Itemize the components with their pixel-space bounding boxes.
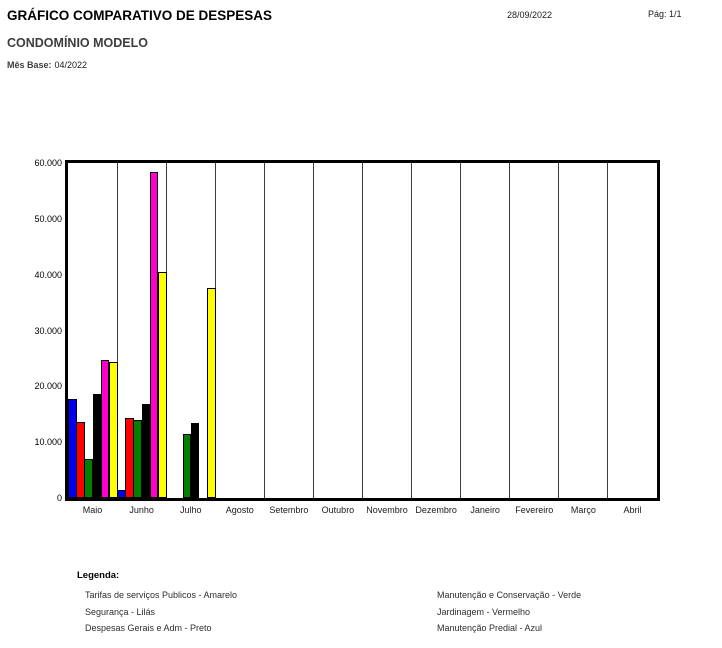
legend-column-right: Manutenção e Conservação - Verde Jardinag… <box>437 590 581 640</box>
y-tick-label: 30.000 <box>34 325 62 336</box>
legend-item: Despesas Gerais e Adm - Preto <box>85 623 212 633</box>
x-axis-label-novembro: Novembro <box>366 505 408 515</box>
condo-name: CONDOMÍNIO MODELO <box>7 36 148 50</box>
month-gridline <box>263 163 265 498</box>
month-gridline <box>509 163 511 498</box>
bar-amarelo-junho <box>157 272 167 498</box>
x-axis-label-fevereiro: Fevereiro <box>515 505 554 515</box>
x-axis-label-março: Março <box>570 505 596 515</box>
x-axis-label-setembro: Setembro <box>269 505 309 515</box>
report-title: GRÁFICO COMPARATIVO DE DESPESAS <box>7 8 273 23</box>
y-tick-label: 10.000 <box>34 437 62 448</box>
legend-item: Manutenção e Conservação - Verde <box>437 590 582 600</box>
month-gridline <box>362 163 363 498</box>
x-axis-label-abril: Abril <box>623 505 642 515</box>
chart-plot-area <box>65 160 660 501</box>
y-tick-label: 0 <box>56 493 62 503</box>
y-tick-label: 20.000 <box>34 381 62 392</box>
x-axis-label-agosto: Agosto <box>225 505 254 515</box>
y-tick-label: 50.000 <box>34 213 62 224</box>
legend-item: Segurança - Lilás <box>85 606 156 617</box>
mes-base: Mês Base: 04/2022 <box>7 60 87 70</box>
month-gridline <box>460 163 462 498</box>
x-axis-label-janeiro: Janeiro <box>470 505 500 515</box>
bar-amarelo-julho <box>207 288 216 498</box>
month-gridline <box>116 163 118 498</box>
month-gridline <box>312 163 314 498</box>
y-tick-label: 60.000 <box>34 158 62 168</box>
legend-item: Tarifas de serviços Publicos - Amarelo <box>85 590 238 600</box>
report-date: 28/09/2022 <box>507 10 553 20</box>
bar-preto-julho <box>190 423 200 498</box>
mes-base-label: Mês Base: <box>7 60 52 70</box>
legend-item: Jardinagem - Vermelho <box>437 606 531 617</box>
month-gridline <box>607 163 609 498</box>
legend-heading: Legenda: <box>77 570 120 581</box>
x-axis-label-dezembro: Dezembro <box>415 505 457 515</box>
x-axis-label-maio: Maio <box>82 505 103 515</box>
legend-item: Manutenção Predial - Azul <box>437 623 543 633</box>
x-axis-label-julho: Julho <box>179 505 202 515</box>
month-gridline <box>411 163 413 498</box>
y-tick-label: 40.000 <box>34 269 62 280</box>
bar-amarelo-maio <box>108 362 118 498</box>
x-axis-label-junho: Junho <box>129 505 154 515</box>
month-gridline <box>558 163 560 498</box>
mes-base-value: 04/2022 <box>54 60 88 70</box>
legend-column-left: Tarifas de serviços Publicos - Amarelo Se… <box>85 590 237 640</box>
x-axis-label-outubro: Outubro <box>321 505 355 515</box>
page-indicator: Pág: 1/1 <box>648 9 682 19</box>
